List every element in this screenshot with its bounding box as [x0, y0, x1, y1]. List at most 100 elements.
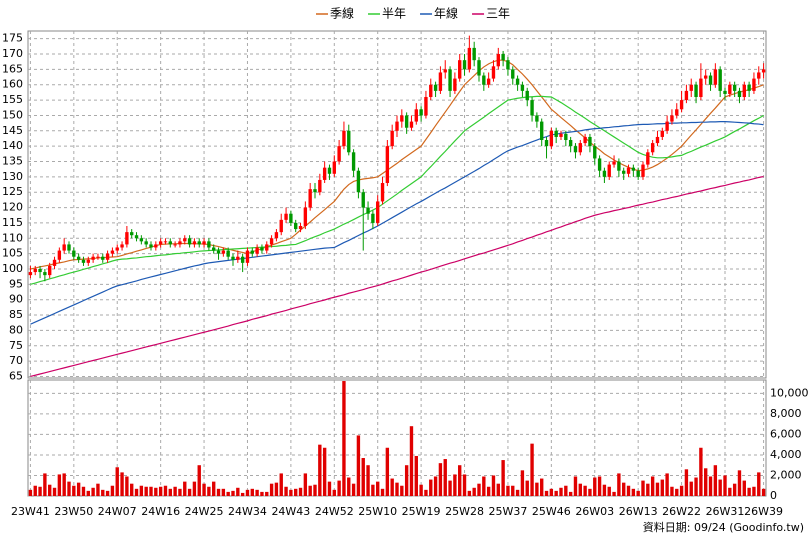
price-panel [27, 30, 767, 379]
candle-body [515, 78, 520, 85]
y-tick-label: 125 [2, 185, 23, 198]
y-tick-label: 145 [2, 124, 23, 137]
volume-bar [549, 488, 554, 496]
volume-bar [694, 477, 698, 496]
candle-body [467, 47, 472, 70]
x-tick-label: 23W41 [11, 505, 50, 518]
candle-body [607, 164, 611, 177]
candle-body [732, 84, 737, 91]
volume-tick-label: 8,000 [770, 407, 802, 420]
legend-label: 季線 [330, 6, 354, 21]
candle-body [583, 136, 587, 144]
candle-body [506, 60, 510, 70]
candle-body [105, 253, 110, 260]
y-tick-label: 80 [9, 323, 23, 336]
volume-bar [221, 488, 226, 496]
x-tick-label: 26W22 [662, 505, 701, 518]
volume-bar [472, 487, 476, 496]
candle-body [216, 250, 221, 254]
y-tick-label: 65 [9, 369, 23, 382]
volume-bar [723, 475, 727, 496]
candle-body [361, 192, 365, 208]
candle-body [178, 241, 182, 245]
candle-body [761, 69, 766, 73]
volume-bar [347, 477, 351, 496]
volume-tick-label: 0 [770, 489, 777, 502]
volume-bar [737, 470, 742, 496]
candle-body [43, 272, 47, 276]
y-tick-label: 160 [2, 78, 23, 91]
candle-body [622, 170, 626, 174]
x-tick-label: 25W28 [445, 505, 484, 518]
candle-body [322, 167, 327, 180]
volume-bar [57, 474, 62, 496]
volume-bar [255, 489, 259, 496]
candle-body [115, 247, 119, 251]
candle-body [646, 152, 650, 165]
candle-body [144, 241, 148, 245]
volume-bar [617, 473, 621, 496]
candle-body [530, 100, 534, 116]
candle-body [67, 244, 71, 251]
volume-bar [438, 463, 443, 496]
volume-bar [202, 483, 206, 496]
candle-body [757, 72, 761, 79]
volume-bar [269, 483, 274, 496]
volume-bar [708, 476, 713, 496]
volume-bar [761, 488, 766, 496]
candle-body [477, 60, 481, 76]
candle-body [202, 241, 206, 245]
volume-tick-label: 6,000 [770, 427, 802, 440]
ma-line [30, 120, 764, 325]
volume-bar [313, 484, 317, 496]
volume-bar [433, 476, 438, 496]
volume-bar [525, 480, 529, 496]
candle-body [168, 241, 172, 245]
volume-bar [646, 483, 650, 496]
volume-tick-label: 2,000 [770, 468, 802, 481]
candle-body [419, 109, 423, 116]
volume-bar [139, 485, 144, 496]
candle-body [573, 146, 578, 153]
volume-bar [279, 473, 283, 496]
volume-bar [48, 484, 52, 496]
candle-body [578, 143, 582, 153]
ma-line [30, 175, 764, 378]
volume-bar [728, 487, 732, 496]
volume-bar [535, 482, 539, 496]
volume-bar [207, 486, 211, 496]
x-tick-label: 25W10 [358, 505, 397, 518]
candle-body [250, 250, 254, 254]
candle-body [511, 69, 515, 79]
y-tick-label: 140 [2, 139, 23, 152]
candle-body [173, 244, 177, 246]
volume-bar [284, 486, 288, 496]
candle-body [448, 69, 452, 91]
candle-body [120, 244, 124, 248]
x-tick-label: 25W19 [402, 505, 441, 518]
volume-bar [602, 484, 607, 496]
candle-body [130, 232, 134, 236]
candle-body [298, 225, 303, 230]
volume-bar [380, 488, 385, 496]
candle-body [390, 130, 394, 147]
volume-bar [81, 486, 86, 496]
candle-body [694, 84, 698, 98]
candle-body [385, 146, 390, 184]
y-tick-label: 120 [2, 201, 23, 214]
volume-bar [462, 474, 467, 496]
volume-bar [477, 483, 481, 496]
x-tick-label: 25W46 [532, 505, 571, 518]
volume-bar [641, 480, 645, 496]
candle-body [163, 241, 168, 243]
candle-body [462, 60, 467, 70]
volume-bar [52, 487, 57, 496]
volume-bar [62, 473, 66, 496]
volume-bar [626, 485, 631, 496]
x-tick-label: 26W39 [744, 505, 783, 518]
volume-bar [713, 465, 718, 496]
volume-bar [361, 458, 365, 496]
y-tick-label: 150 [2, 108, 23, 121]
volume-bar [86, 490, 90, 496]
candle-body [400, 115, 404, 122]
